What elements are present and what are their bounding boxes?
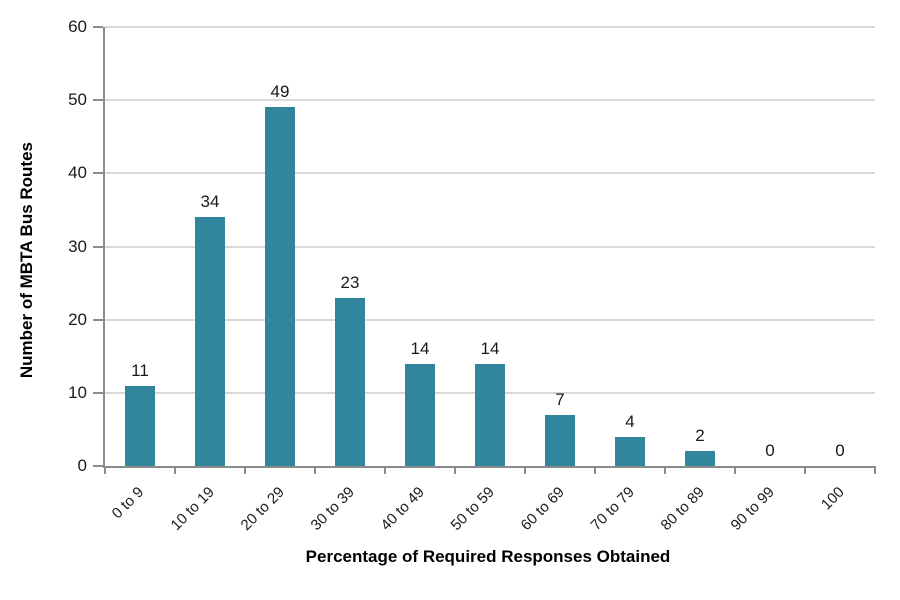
bar-value-label: 11	[131, 361, 149, 380]
x-axis-tick	[244, 466, 246, 474]
x-axis-tick	[454, 466, 456, 474]
x-tick-label: 70 to 79	[587, 483, 638, 534]
bar	[475, 364, 505, 466]
x-axis-tick	[734, 466, 736, 474]
y-tick-label: 40	[68, 163, 87, 183]
y-axis-tick	[93, 172, 103, 175]
x-axis-tick	[384, 466, 386, 474]
bar	[265, 107, 295, 466]
x-axis-tick	[314, 466, 316, 474]
x-axis-tick	[874, 466, 876, 474]
y-axis-tick	[93, 318, 103, 321]
bar	[195, 217, 225, 466]
x-tick-label: 0 to 9	[109, 483, 148, 523]
y-axis-tick	[93, 465, 103, 467]
y-axis-title-wrap: Number of MBTA Bus Routes	[14, 40, 40, 480]
y-axis-title: Number of MBTA Bus Routes	[17, 141, 36, 379]
gridline	[105, 26, 875, 28]
bar	[335, 298, 365, 466]
gridline	[105, 172, 875, 175]
x-tick-label: 80 to 89	[657, 483, 708, 534]
gridline	[105, 99, 875, 102]
bar	[125, 386, 155, 466]
y-axis-tick	[93, 391, 103, 394]
x-tick-label: 20 to 29	[237, 483, 288, 534]
bar	[545, 415, 575, 466]
y-tick-label: 30	[68, 236, 87, 256]
y-tick-label: 20	[68, 309, 87, 329]
x-axis-tick	[174, 466, 176, 474]
bar	[615, 437, 645, 466]
bar-value-label: 49	[270, 82, 290, 101]
x-tick-label: 50 to 59	[447, 483, 498, 534]
x-axis-tick	[524, 466, 526, 474]
bar-value-label: 0	[765, 441, 775, 460]
x-tick-label: 40 to 49	[377, 483, 428, 534]
x-axis-tick	[804, 466, 806, 474]
y-tick-label: 10	[68, 382, 87, 402]
x-tick-label: 30 to 39	[307, 483, 358, 534]
gridline	[105, 245, 875, 248]
x-axis-tick	[594, 466, 596, 474]
x-tick-label: 10 to 19	[167, 483, 218, 534]
x-tick-label: 60 to 69	[517, 483, 568, 534]
bar	[685, 451, 715, 466]
y-axis-tick	[93, 245, 103, 248]
x-tick-label: 90 to 99	[727, 483, 778, 534]
x-axis-tick	[104, 466, 106, 474]
bar-value-label: 4	[625, 412, 635, 431]
y-tick-label: 50	[68, 90, 87, 110]
plot-area: 0 10 20 30 40 50 60 11 0 to 9 34 10 to 19 49 20 to 2…	[68, 18, 876, 534]
bar-value-label: 23	[340, 273, 360, 292]
y-tick-label: 60	[68, 17, 87, 36]
x-axis-tick	[664, 466, 666, 474]
bar-value-label: 2	[695, 426, 705, 445]
bar	[405, 364, 435, 466]
gridline	[105, 318, 875, 321]
bar-value-label: 0	[835, 441, 845, 460]
bar-value-label: 14	[480, 339, 500, 358]
x-tick-label: 100	[817, 483, 848, 514]
x-axis-title: Percentage of Required Responses Obtaine…	[305, 547, 671, 566]
bar-value-label: 34	[200, 192, 220, 211]
y-tick-label: 0	[77, 456, 87, 475]
bar-value-label: 7	[555, 390, 565, 409]
bar-value-label: 14	[410, 339, 430, 358]
y-axis-tick	[93, 26, 103, 28]
y-axis-tick	[93, 99, 103, 102]
